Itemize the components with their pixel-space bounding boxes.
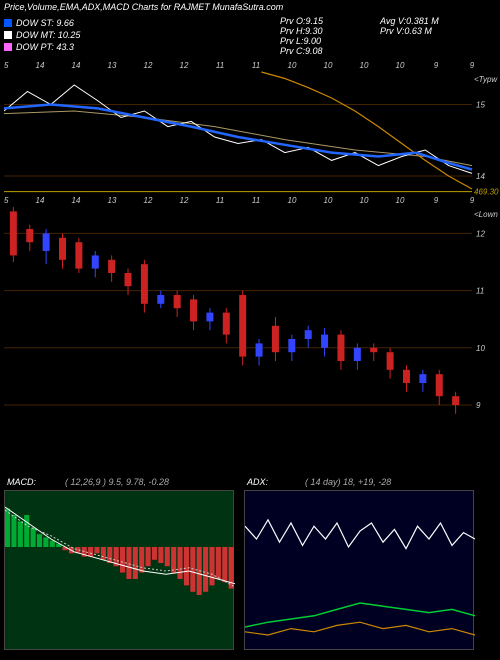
legend: DOW ST: 9.66 DOW MT: 10.25 DOW PT: 43.3 <box>4 16 80 54</box>
svg-text:9: 9 <box>476 401 481 410</box>
svg-text:10: 10 <box>288 196 297 205</box>
info-col1: Prv O:9.15Prv H:9.30Prv L:9.00Prv C:9.08 <box>280 16 323 56</box>
svg-text:15: 15 <box>4 196 9 205</box>
svg-text:<Lown: <Lown <box>474 210 498 219</box>
svg-text:14: 14 <box>476 172 485 181</box>
info-row: Prv H:9.30 <box>280 26 323 36</box>
svg-text:10: 10 <box>360 196 369 205</box>
legend-item: DOW ST: 9.66 <box>4 18 80 28</box>
svg-text:15: 15 <box>4 61 9 70</box>
legend-item: DOW PT: 43.3 <box>4 42 80 52</box>
svg-text:11: 11 <box>216 196 224 205</box>
svg-text:10: 10 <box>476 344 485 353</box>
svg-text:11: 11 <box>252 196 260 205</box>
svg-text:<Typw: <Typw <box>474 75 498 84</box>
svg-text:12: 12 <box>180 196 189 205</box>
svg-text:12: 12 <box>144 61 153 70</box>
macd-panel: MACD: ( 12,26,9 ) 9.5, 9.78, -0.28 <box>4 490 234 650</box>
legend-item: DOW MT: 10.25 <box>4 30 80 40</box>
svg-text:12: 12 <box>180 61 189 70</box>
chart-title: Price,Volume,EMA,ADX,MACD Charts for RAJ… <box>4 2 283 12</box>
svg-text:10: 10 <box>324 61 333 70</box>
svg-text:9: 9 <box>470 196 475 205</box>
macd-chart <box>5 491 235 651</box>
legend-swatch <box>4 19 12 27</box>
svg-text:14: 14 <box>36 61 45 70</box>
adx-panel: ADX: ( 14 day) 18, +19, -28 <box>244 490 474 650</box>
legend-swatch <box>4 31 12 39</box>
adx-chart <box>245 491 475 651</box>
info-row: Prv C:9.08 <box>280 46 323 56</box>
svg-text:13: 13 <box>108 196 117 205</box>
svg-text:9: 9 <box>470 61 475 70</box>
svg-text:10: 10 <box>288 61 297 70</box>
svg-text:12: 12 <box>476 229 485 238</box>
svg-text:11: 11 <box>476 287 484 296</box>
svg-text:12: 12 <box>144 196 153 205</box>
legend-label: DOW PT: 43.3 <box>16 42 74 52</box>
svg-text:14: 14 <box>72 196 81 205</box>
svg-text:14: 14 <box>72 61 81 70</box>
macd-params: ( 12,26,9 ) 9.5, 9.78, -0.28 <box>65 477 169 487</box>
info-row: Avg V:0.381 M <box>380 16 439 26</box>
legend-label: DOW ST: 9.66 <box>16 18 74 28</box>
svg-text:10: 10 <box>324 196 333 205</box>
svg-text:9: 9 <box>434 61 439 70</box>
info-row: Prv L:9.00 <box>280 36 323 46</box>
adx-title: ADX: <box>247 477 268 487</box>
info-col2: Avg V:0.381 MPrv V:0.63 M <box>380 16 439 36</box>
svg-text:11: 11 <box>216 61 224 70</box>
svg-text:14: 14 <box>36 196 45 205</box>
svg-text:10: 10 <box>396 61 405 70</box>
adx-params: ( 14 day) 18, +19, -28 <box>305 477 391 487</box>
candlestick-chart: 15 14 14 13 12 12 11 11 10 10 10 10 9 9 <Lown 12 11 10 9 <box>4 195 500 427</box>
svg-text:10: 10 <box>360 61 369 70</box>
svg-text:13: 13 <box>108 61 117 70</box>
typical-price-chart: 151414131212111110101010991514469.30<Typ… <box>4 60 500 202</box>
legend-label: DOW MT: 10.25 <box>16 30 80 40</box>
legend-swatch <box>4 43 12 51</box>
macd-title: MACD: <box>7 477 36 487</box>
svg-text:10: 10 <box>396 196 405 205</box>
info-row: Prv O:9.15 <box>280 16 323 26</box>
info-row: Prv V:0.63 M <box>380 26 439 36</box>
svg-text:11: 11 <box>252 61 260 70</box>
svg-text:9: 9 <box>434 196 439 205</box>
svg-text:15: 15 <box>476 101 485 110</box>
